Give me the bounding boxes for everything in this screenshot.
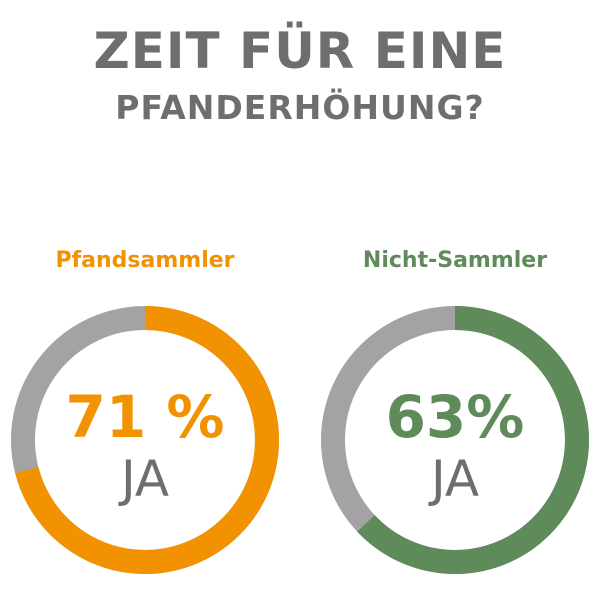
donut-chart-pfandsammler bbox=[11, 306, 279, 574]
donut-center-label: JA bbox=[430, 450, 480, 508]
page-title: ZEIT FÜR EINE bbox=[93, 22, 507, 80]
chart-title-pfandsammler: Pfandsammler bbox=[55, 248, 235, 273]
chart-title-nicht-sammler: Nicht-Sammler bbox=[362, 248, 548, 273]
donut-center-label: JA bbox=[120, 450, 170, 508]
donut-slice-ja bbox=[321, 306, 589, 574]
donut-value-label: 71 % bbox=[65, 383, 225, 451]
donut-value-label: 63% bbox=[385, 383, 525, 451]
donut-chart-nicht-sammler bbox=[321, 306, 589, 574]
page-subtitle: PFANDERHÖHUNG? bbox=[115, 88, 485, 127]
donut-slice-ja bbox=[11, 306, 279, 574]
